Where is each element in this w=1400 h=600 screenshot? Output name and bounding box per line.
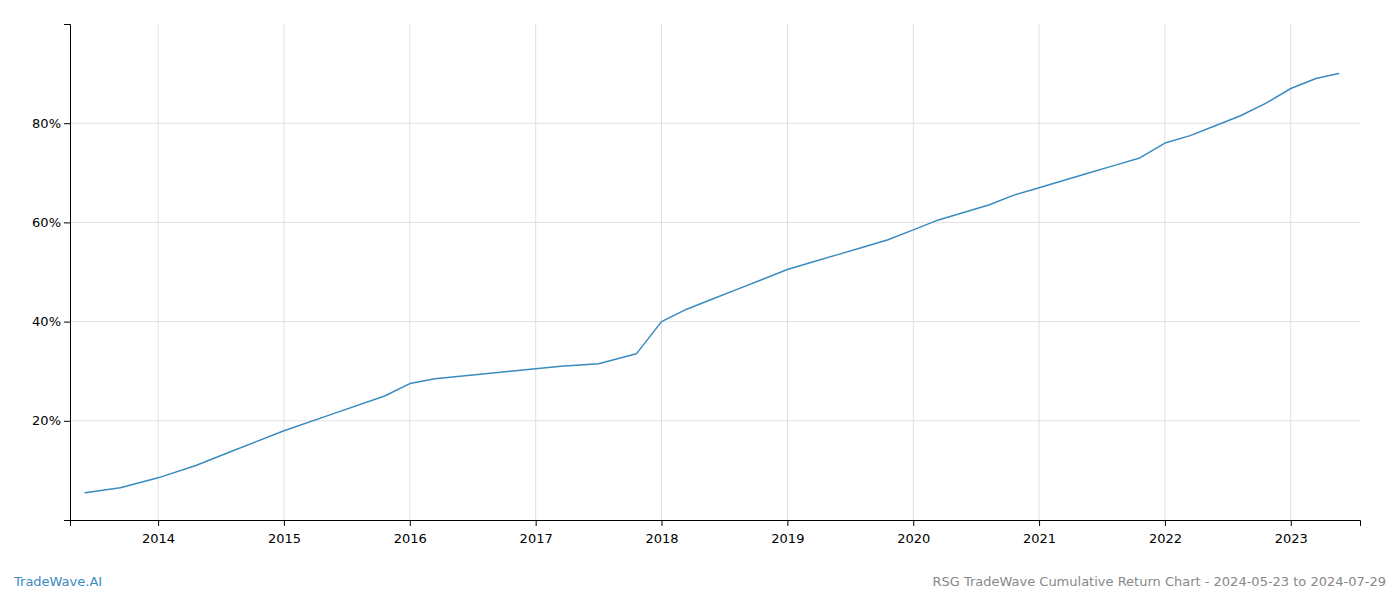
grid-line-x [661,24,662,520]
grid-line-x [787,24,788,520]
grid-line-x [158,24,159,520]
x-tick-mark [158,520,159,526]
grid-line-x [1164,24,1165,520]
grid-line-x [409,24,410,520]
x-tick-label: 2023 [1275,531,1308,546]
y-tick-mark [64,222,70,223]
x-tick-mark [284,520,285,526]
y-axis: 20% 40% 60% 80% [32,25,70,521]
y-tick-label: 40% [32,314,61,329]
x-tick-label: 2018 [645,531,678,546]
x-tick-mark [787,520,788,526]
x-tick-mark [1291,520,1292,526]
x-tick-mark [662,520,663,526]
x-tick-mark [913,520,914,526]
y-tick-mark [64,322,70,323]
footer-left: TradeWave.AI [13,574,102,589]
x-tick: 2018 [645,520,678,546]
y-tick-mark [64,421,70,422]
x-tick-label: 2016 [394,531,427,546]
x-tick: 2021 [1023,520,1056,546]
x-tick: 2022 [1149,520,1182,546]
y-tick: 20% [32,413,70,428]
chart: 2014 2015 2016 2017 2018 2019 2020 2021 2022 2023… [0,0,1400,600]
grid-line-x [535,24,536,520]
grid-line-y [70,123,1360,124]
x-tick-mark [536,520,537,526]
x-tick: 2020 [897,520,930,546]
footer: TradeWave.AI RSG TradeWave Cumulative Ret… [13,574,1386,589]
x-tick: 2019 [771,520,804,546]
y-tick: 40% [32,314,70,329]
y-tick-mark [64,123,70,124]
y-axis-line [64,25,71,521]
x-tick-label: 2014 [142,531,175,546]
x-tick-label: 2021 [1023,531,1056,546]
x-tick-label: 2019 [771,531,804,546]
line [85,74,1339,493]
x-tick: 2023 [1275,520,1308,546]
grid-line-y [70,321,1360,322]
plot-area [85,74,1339,493]
x-tick-label: 2017 [520,531,553,546]
x-tick-label: 2020 [897,531,930,546]
grid-line-x [283,24,284,520]
grid [70,24,1360,520]
grid-line-x [1039,24,1040,520]
y-tick-label: 60% [32,215,61,230]
x-tick-mark [1039,520,1040,526]
footer-right: RSG TradeWave Cumulative Return Chart - … [932,574,1386,589]
grid-line-y [70,420,1360,421]
y-tick: 80% [32,116,70,131]
y-tick-label: 20% [32,413,61,428]
x-tick-mark [1165,520,1166,526]
y-tick-label: 80% [32,116,61,131]
y-tick: 60% [32,215,70,230]
x-tick: 2016 [394,520,427,546]
x-tick-label: 2015 [268,531,301,546]
x-tick-label: 2022 [1149,531,1182,546]
x-tick-mark [410,520,411,526]
grid-line-y [70,222,1360,223]
x-tick: 2017 [520,520,553,546]
grid-line-x [1290,24,1291,520]
x-tick: 2014 [142,520,175,546]
x-tick: 2015 [268,520,301,546]
grid-line-x [913,24,914,520]
x-axis-line [71,521,1361,527]
x-axis: 2014 2015 2016 2017 2018 2019 2020 2021 2022 2023 [71,520,1361,546]
